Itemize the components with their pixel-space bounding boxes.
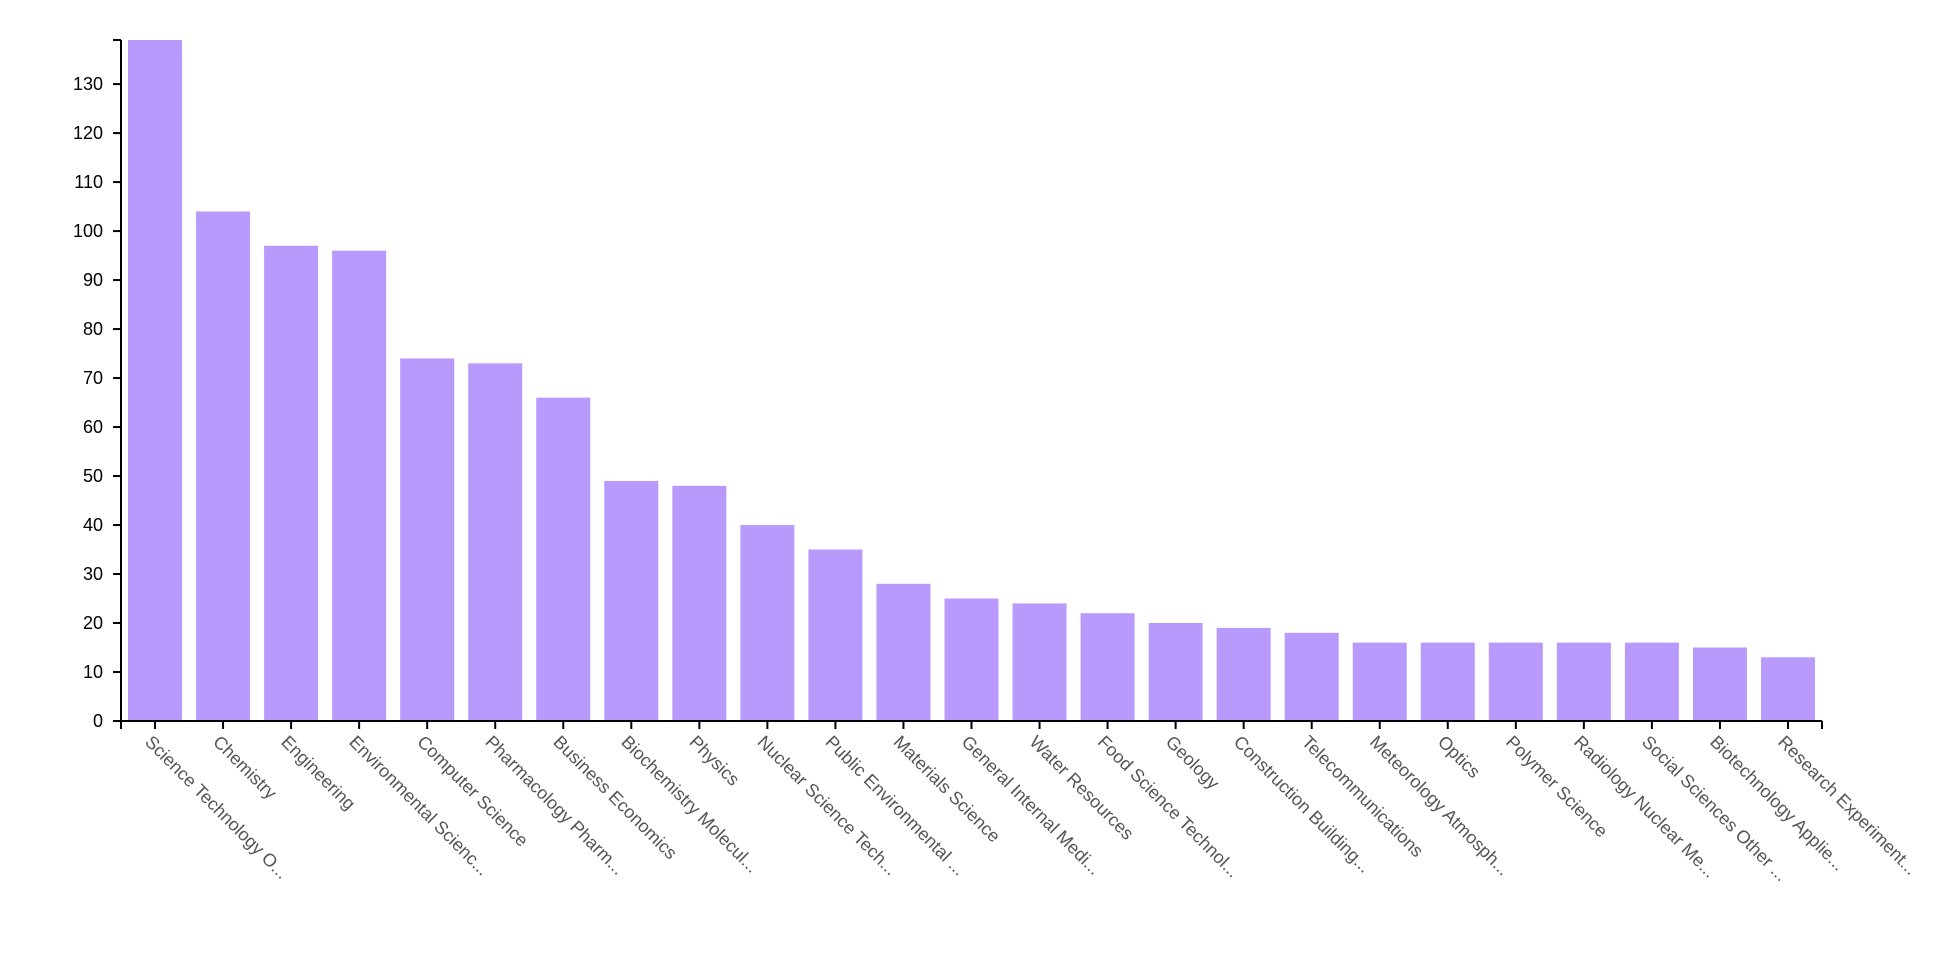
y-tick-label: 90 [83,270,103,290]
x-tick-label: Telecommunications [1298,732,1427,861]
x-tick-label: Research Experiment... [1774,732,1921,879]
x-tick-label: Food Science Technol... [1094,732,1244,882]
bar-3 [332,250,387,722]
bar-10 [808,549,863,721]
bar-8 [672,485,727,721]
bar-18 [1352,642,1407,721]
y-tick-label: 10 [83,662,103,682]
x-tick-label: Radiology Nuclear Me... [1570,732,1720,882]
x-tick-label: Business Economics [549,732,681,864]
x-tick-label: Construction Building... [1230,732,1375,877]
y-tick-label: 70 [83,368,103,388]
y-tick-label: 20 [83,613,103,633]
bar-17 [1284,632,1339,721]
x-tick-label: Biotechnology Applie... [1706,732,1849,875]
bar-13 [1012,603,1067,721]
bar-19 [1420,642,1475,721]
bar-7 [604,480,659,721]
bar-16 [1216,627,1271,721]
x-tick-label: Geology [1162,732,1224,794]
bar-24 [1760,657,1815,721]
bar-1 [196,211,251,721]
y-tick-label: 60 [83,417,103,437]
bar-4 [400,358,455,721]
x-tick-label: Pharmacology Pharm... [481,732,628,879]
bar-9 [740,525,795,721]
y-tick-label: 120 [73,123,103,143]
bar-23 [1692,647,1747,721]
y-tick-label: 100 [73,221,103,241]
y-tick-label: 30 [83,564,103,584]
y-tick-label: 40 [83,515,103,535]
bar-22 [1624,642,1679,721]
x-tick-label: Chemistry [209,732,280,803]
bar-20 [1488,642,1543,721]
y-axis: 0 10 20 30 40 50 60 70 80 90 100 110 120 130 [73,39,122,731]
bar-21 [1556,642,1611,721]
bar-6 [536,397,591,721]
x-tick-label: Physics [686,732,744,790]
bars-layer [128,40,1815,722]
bar-15 [1148,623,1203,721]
bar-14 [1080,613,1135,721]
x-tick-label: Nuclear Science Tech... [754,732,902,880]
y-tick-label: 50 [83,466,103,486]
bar-0 [128,40,183,721]
bar-5 [468,363,523,721]
x-tick-label: Biochemistry Molecul... [617,732,762,877]
y-tick-label: 130 [73,74,103,94]
x-tick-label: Environmental Scienc... [345,732,493,880]
x-tick-label: Optics [1434,732,1484,782]
x-tick-label: Public Environmental ... [822,732,970,880]
x-tick-label: Meteorology Atmosph... [1366,732,1514,880]
x-axis: Science Technology O...ChemistryEngineer… [120,720,1921,885]
y-tick-label: 0 [93,711,103,731]
x-tick-label: General Internal Medi... [958,732,1105,879]
bar-2 [264,245,319,721]
y-tick-label: 80 [83,319,103,339]
bar-11 [876,583,931,721]
x-tick-label: Science Technology O... [141,732,292,883]
y-tick-label: 110 [74,172,103,192]
bar-12 [944,598,999,721]
